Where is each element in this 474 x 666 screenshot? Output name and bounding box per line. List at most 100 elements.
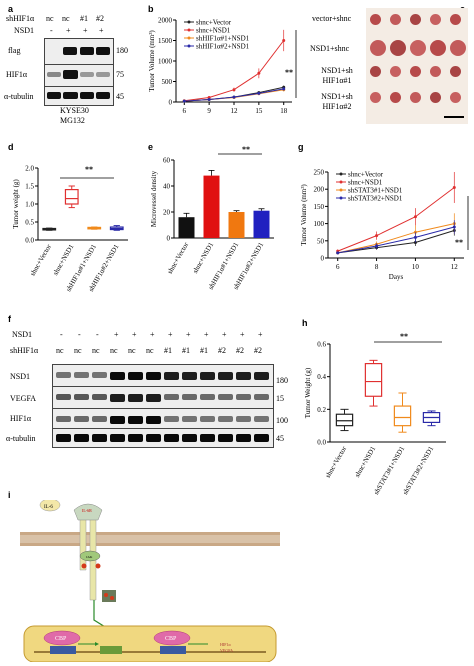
chart-g: 0 50 100 150 200 250 6 8 10 12 Tumor Volume (mm³) D… [300,169,469,281]
y-tick-label: 0.0 [317,439,326,447]
nsd1-complex [50,646,76,654]
protein-band [164,394,179,400]
lane-sign: - [78,330,81,339]
protein-band [200,416,215,422]
row-label-shHIF1a: shHIF1α [10,346,39,355]
data-point [452,185,456,189]
protein-band [164,372,179,380]
x-tick-label: 6 [183,107,187,115]
bar [178,217,195,238]
y-axis-title: Tumor Volume (mm³) [300,184,308,246]
x-tick-label: shnc+Vector [324,444,349,479]
legend-label: shSTAT3#1+NSD1 [348,187,403,195]
tumor-row-label: NSD1+shnc [310,44,350,53]
cbp-protein [43,630,81,646]
legend-marker [187,20,191,24]
y-tick-label: 250 [314,169,325,177]
protein-band [146,394,161,402]
series-line [337,230,455,254]
blot-label-vegfa: VEGFA [10,394,37,403]
protein-band [74,434,89,442]
y-axis-title: Tumor weight (g) [12,179,20,229]
protein-band [236,394,251,400]
protein-band [236,416,251,422]
lane-sign: + [258,330,263,339]
tumor-specimen [410,40,426,56]
protein-band [254,434,269,442]
tumor-specimen [410,14,421,25]
box [393,405,412,427]
tumor-specimen [450,92,461,103]
data-point [182,99,186,103]
x-tick-label: 6 [336,263,340,271]
protein-band [236,372,251,380]
nsd1-complex [160,646,186,654]
blot-label-nsd1: NSD1 [10,372,31,381]
protein-band [110,416,125,424]
tumor-specimen [430,92,441,103]
data-point [257,91,261,95]
western-blot-hif1a [52,408,274,430]
protein-band [56,434,71,442]
data-point [413,235,417,239]
y-tick-label: 0.4 [317,373,326,381]
significance-label: ** [285,68,293,77]
y-tick-label: 20 [163,209,171,217]
lane-sign: - [60,330,63,339]
protein-band [74,372,89,378]
protein-band [218,434,233,442]
protein-band [56,394,71,400]
y-tick-label: 2000 [158,17,173,25]
significance-label: ** [400,332,408,341]
blot-label-flag: flag [8,46,21,55]
bar [253,210,270,238]
gene-label: VEGFA [220,648,233,653]
panel-f-label: f [8,314,11,324]
tumor-specimen [410,66,421,77]
legend-label: shHIF1α#1+NSD1 [196,35,250,43]
series-line [337,187,455,252]
row-label-shHIF1a: shHIF1α [6,14,35,23]
y-tick-label: 60 [163,157,171,165]
il6-label: IL-6 [44,505,53,510]
x-tick-label: shSTAT3#1+NSD1 [372,445,406,496]
lane-label: #1 [80,14,88,23]
data-point [413,215,417,219]
lane-label: nc [74,346,82,355]
lane-label: nc [62,14,70,23]
lane-sign: + [150,330,155,339]
data-point [375,244,379,248]
chart-b: 0 500 1000 1500 2000 6 9 12 15 18 Tumor Volume (mm… [148,17,297,115]
panel-a-label: a [8,4,14,14]
y-tick-label: 50 [317,237,325,245]
tumor-specimen [410,92,421,103]
x-tick-label: 18 [280,107,288,115]
tumor-specimen [450,40,466,56]
lane-sign: + [132,330,137,339]
gene-label: HIF1α [220,642,231,647]
mw-marker: 15 [276,394,284,403]
protein-band [92,434,107,442]
y-tick-label: 0 [321,255,325,263]
x-tick-label: 15 [255,107,263,115]
y-tick-label: 0.0 [25,237,34,245]
chart-e: 0 20 40 60 Microvessel density shnc+Vector shn… [150,153,274,291]
lane-label: #1 [164,346,172,355]
receptor-chain [79,513,87,571]
chart-d: 0.0 0.5 1.0 1.5 2.0 Tumor weight (g) shnc+Vect… [12,165,128,293]
series-line [337,223,455,254]
lane-sign: + [83,26,88,35]
mw-marker: 180 [276,376,288,385]
y-tick-label: 1.0 [25,201,34,209]
data-point [282,39,286,42]
lane-sign: + [204,330,209,339]
tumor-specimen [390,92,401,103]
data-point [232,88,236,92]
protein-band [218,416,233,422]
data-point [232,95,236,99]
lane-label: #2 [96,14,104,23]
legend-label: shSTAT3#2+NSD1 [348,195,403,203]
protein-band [146,372,161,380]
significance-label: ** [242,145,250,154]
